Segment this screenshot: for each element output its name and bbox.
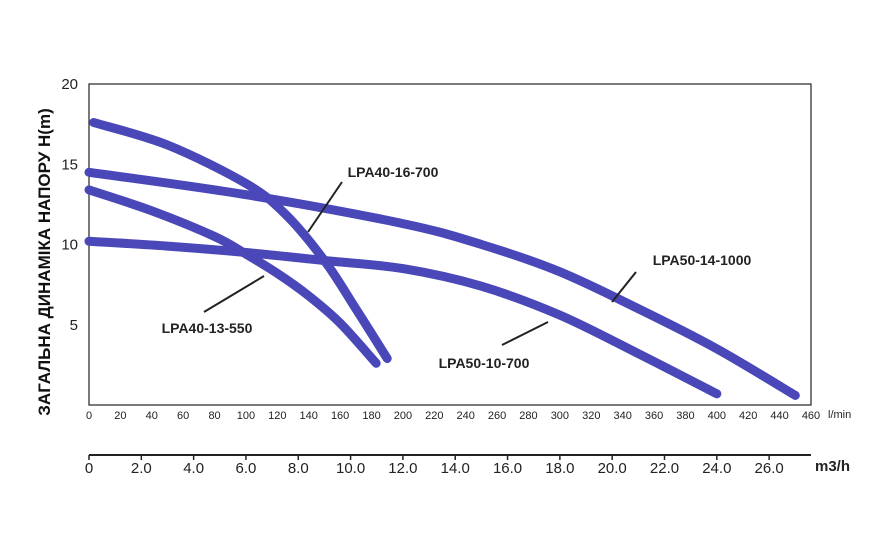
x-tick-label: 420 — [739, 410, 757, 422]
x-tick-label: 0 — [86, 410, 92, 422]
x-tick-label: 200 — [394, 410, 412, 422]
y-tick-label: 20 — [61, 76, 78, 93]
annotation-leader-line — [203, 275, 265, 313]
x2-tick-label: 0 — [85, 460, 93, 477]
x2-tick-label: 26.0 — [755, 460, 784, 477]
series-line-lpa50-10-700 — [84, 236, 722, 399]
y-axis-label: ЗАГАЛЬНА ДИНАМІКА НАПОРУ H(m) — [35, 108, 54, 415]
x2-tick-label: 12.0 — [388, 460, 417, 477]
x-tick-label: 440 — [770, 410, 788, 422]
x2-tick-label: 10.0 — [336, 460, 365, 477]
x-tick-label: 120 — [268, 410, 286, 422]
x2-tick-label: 16.0 — [493, 460, 522, 477]
y-tick-label: 15 — [61, 156, 78, 173]
x-tick-label: 60 — [177, 410, 189, 422]
x-tick-label: 240 — [457, 410, 475, 422]
x2-tick-label: 22.0 — [650, 460, 679, 477]
x-tick-label: 400 — [708, 410, 726, 422]
series-line-lpa40-16-700 — [89, 118, 392, 363]
x-tick-label: 40 — [146, 410, 158, 422]
x-tick-label: 280 — [519, 410, 537, 422]
x2-tick-label: 4.0 — [183, 460, 204, 477]
x2-tick-label: 14.0 — [441, 460, 470, 477]
annotation-leader-line — [307, 181, 343, 233]
x-axis-unit-label: l/min — [828, 409, 851, 421]
series-label-lpa50-10-700: LPA50-10-700 — [439, 355, 530, 371]
x2-tick-label: 18.0 — [545, 460, 574, 477]
x-tick-label: 180 — [362, 410, 380, 422]
y-tick-label: 5 — [70, 317, 78, 334]
series-line-lpa50-14-1000 — [84, 167, 800, 400]
x-tick-label: 220 — [425, 410, 443, 422]
x-tick-label: 340 — [613, 410, 631, 422]
x2-tick-label: 20.0 — [598, 460, 627, 477]
x-tick-label: 320 — [582, 410, 600, 422]
x-tick-label: 80 — [208, 410, 220, 422]
x2-tick-label: 2.0 — [131, 460, 152, 477]
x-tick-label: 300 — [551, 410, 569, 422]
x-tick-label: 360 — [645, 410, 663, 422]
x2-axis-unit-label: m3/h — [815, 458, 850, 475]
annotation-leader-line — [611, 271, 637, 303]
x-tick-label: 140 — [300, 410, 318, 422]
series-label-lpa40-16-700: LPA40-16-700 — [348, 164, 439, 180]
y-tick-label: 10 — [61, 237, 78, 254]
x-tick-label: 380 — [676, 410, 694, 422]
x-tick-label: 100 — [237, 410, 255, 422]
x2-tick-label: 8.0 — [288, 460, 309, 477]
x-tick-label: 20 — [114, 410, 126, 422]
x-tick-label: 160 — [331, 410, 349, 422]
x-tick-label: 260 — [488, 410, 506, 422]
x-tick-label: 460 — [802, 410, 820, 422]
annotation-leader-line — [501, 321, 549, 346]
series-label-lpa50-14-1000: LPA50-14-1000 — [653, 252, 752, 268]
series-line-lpa40-13-550 — [84, 185, 381, 368]
series-label-lpa40-13-550: LPA40-13-550 — [162, 320, 253, 336]
x2-tick-label: 24.0 — [702, 460, 731, 477]
x2-tick-label: 6.0 — [236, 460, 257, 477]
